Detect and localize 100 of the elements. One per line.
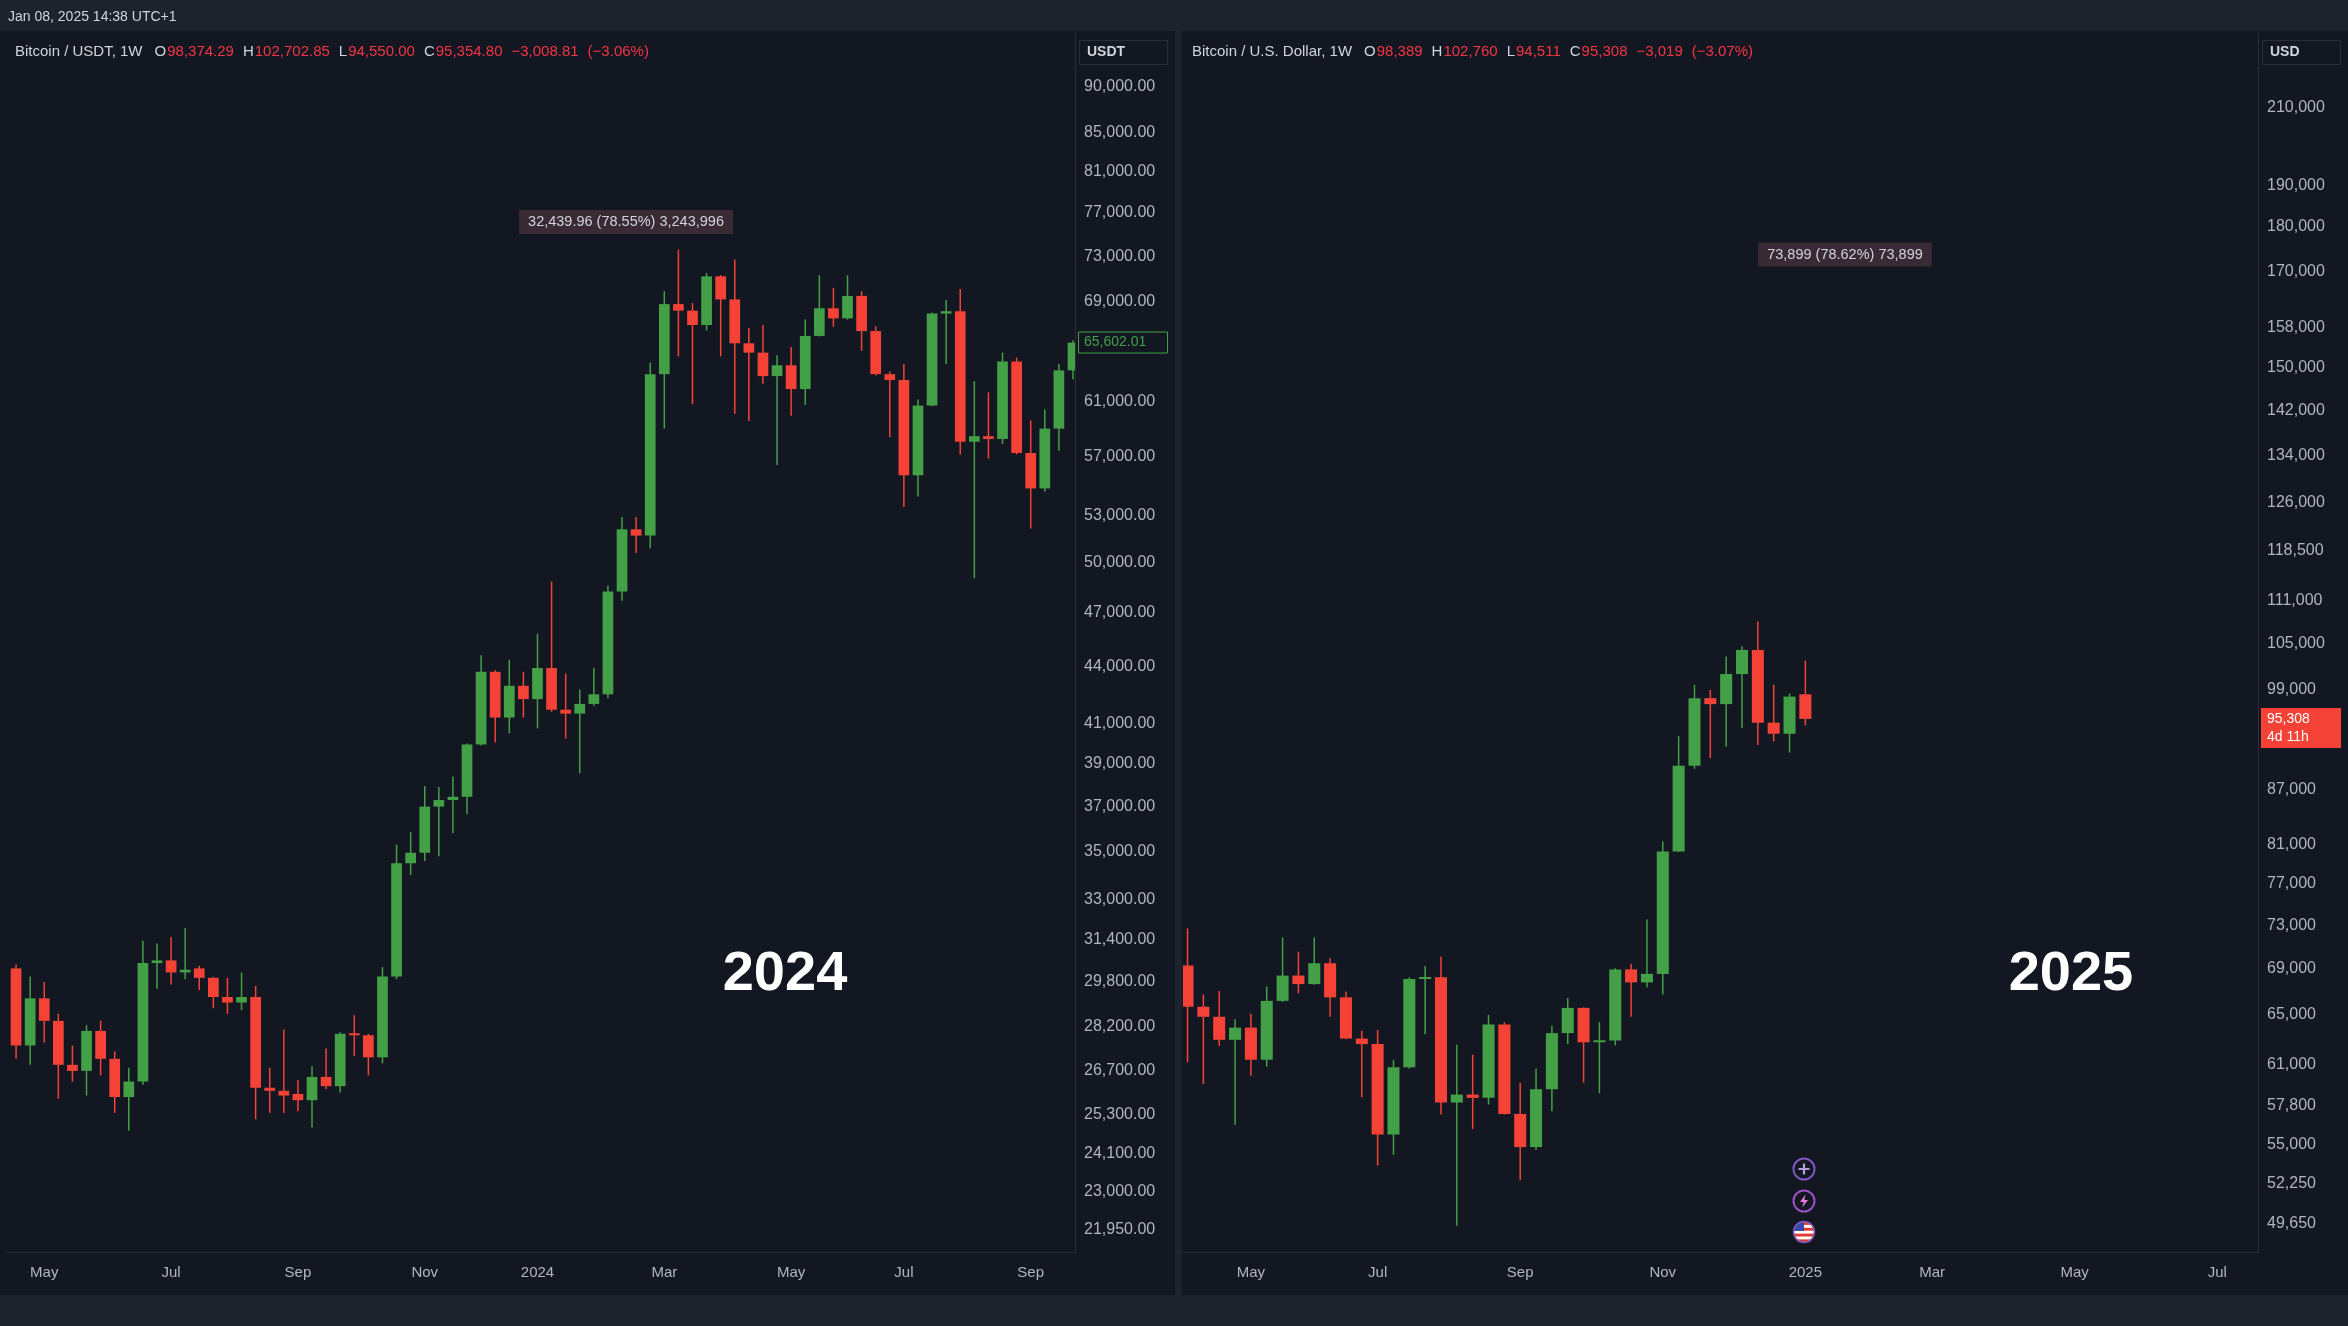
candlestick bbox=[1229, 1018, 1242, 1126]
y-tick-label: 142,000 bbox=[2267, 400, 2325, 418]
candlestick bbox=[236, 971, 247, 1011]
candlestick bbox=[574, 688, 586, 775]
annotation: 73,899 (78.62%) 73,899 bbox=[1767, 245, 1923, 262]
y-tick-label: 47,000.00 bbox=[1084, 603, 1156, 621]
candlestick bbox=[1450, 1043, 1463, 1227]
candlestick bbox=[687, 302, 698, 406]
candlestick bbox=[1308, 936, 1321, 986]
y-tick-label: 26,700.00 bbox=[1084, 1061, 1156, 1079]
candlestick bbox=[518, 671, 529, 719]
y-tick-label: 99,000 bbox=[2267, 679, 2317, 697]
candlestick bbox=[828, 287, 839, 328]
candlestick bbox=[38, 981, 50, 1044]
x-tick-label: Sep bbox=[1017, 1263, 1045, 1281]
y-tick-label: 52,250 bbox=[2267, 1174, 2317, 1192]
y-tick-label: 81,000.00 bbox=[1084, 162, 1156, 180]
candlestick bbox=[67, 1044, 78, 1083]
y-tick-label: 190,000 bbox=[2267, 175, 2325, 193]
x-tick-label: May bbox=[30, 1263, 59, 1281]
y-tick-label: 69,000.00 bbox=[1084, 292, 1156, 310]
y-tick-label: 158,000 bbox=[2267, 318, 2325, 336]
x-tick-label: 2025 bbox=[1788, 1263, 1823, 1281]
y-tick-label: 69,000 bbox=[2267, 959, 2317, 977]
y-tick-label: 85,000.00 bbox=[1084, 123, 1156, 141]
candlestick bbox=[1767, 684, 1780, 743]
y-tick-label: 65,000 bbox=[2267, 1005, 2317, 1023]
x-tick-label: May bbox=[1236, 1263, 1266, 1281]
annotation: 32,439.96 (78.55%) 3,243,996 bbox=[528, 212, 724, 229]
y-tick-label: 61,000.00 bbox=[1084, 392, 1156, 409]
candlestick bbox=[1466, 1053, 1479, 1130]
y-tick-label: 118,500 bbox=[2267, 540, 2324, 558]
candlestick bbox=[940, 299, 952, 365]
text: Bitcoin / U.S. Dollar, 1W bbox=[1192, 42, 1353, 60]
y-tick-label: 180,000 bbox=[2267, 217, 2325, 235]
candlestick bbox=[630, 516, 642, 554]
annotation: 2024 bbox=[722, 939, 848, 1003]
y-tick-label: 29,800.00 bbox=[1084, 972, 1156, 990]
y-tick-label: 35,000.00 bbox=[1084, 842, 1156, 859]
y-tick-label: 23,000.00 bbox=[1084, 1182, 1156, 1200]
candlestick bbox=[1625, 963, 1638, 1018]
candlestick bbox=[560, 672, 572, 740]
candlestick bbox=[743, 327, 755, 422]
candlestick bbox=[193, 964, 205, 991]
x-tick-label: Jul bbox=[894, 1263, 914, 1281]
y-tick-label: 105,000 bbox=[2267, 634, 2325, 652]
text: O98,374.29 H102,702.85 L94,550.00 C95,354.80 −3,008.81 (−3.06%) bbox=[154, 42, 649, 60]
candlestick bbox=[208, 975, 219, 1009]
candlestick bbox=[842, 274, 853, 321]
candlestick bbox=[785, 346, 797, 417]
x-tick-label: Jul bbox=[1368, 1263, 1388, 1281]
y-tick-label: 73,000 bbox=[2267, 915, 2317, 933]
candlestick bbox=[1197, 993, 1210, 1085]
x-tick-label: Nov bbox=[1649, 1263, 1677, 1281]
y-tick-label: 50,000.00 bbox=[1084, 553, 1156, 571]
text: Jan 08, 2025 14:38 UTC+1 bbox=[8, 8, 177, 24]
x-tick-label: Mar bbox=[1919, 1263, 1946, 1281]
text: O98,389 H102,760 L94,511 C95,308 −3,019 (−3.07%) bbox=[1364, 42, 1754, 60]
candlestick bbox=[1593, 1021, 1606, 1094]
candlestick bbox=[1355, 1029, 1368, 1098]
y-tick-label: 126,000 bbox=[2267, 493, 2325, 511]
y-tick-label: 39,000.00 bbox=[1084, 754, 1156, 772]
candlestick bbox=[292, 1079, 304, 1113]
y-axis-title: USD bbox=[2270, 42, 2300, 59]
x-tick-label: Sep bbox=[284, 1263, 312, 1281]
candlestick bbox=[1419, 965, 1432, 1036]
candlestick bbox=[433, 786, 445, 857]
y-tick-label: 73,000.00 bbox=[1084, 246, 1156, 264]
annotation: 2025 bbox=[2008, 939, 2134, 1003]
candlestick bbox=[884, 370, 896, 438]
candlestick bbox=[123, 1067, 135, 1132]
text: 65,602.01 bbox=[1084, 333, 1147, 350]
y-tick-label: 33,000.00 bbox=[1084, 889, 1156, 907]
candlestick bbox=[405, 831, 417, 876]
x-tick-label: Jul bbox=[161, 1263, 181, 1281]
candlestick bbox=[1704, 689, 1717, 759]
candlestick bbox=[320, 1047, 332, 1091]
text: 95,308 4d 11h bbox=[2267, 709, 2311, 744]
y-tick-label: 210,000 bbox=[2267, 98, 2325, 116]
candlestick bbox=[673, 248, 684, 358]
candlestick bbox=[278, 1028, 290, 1114]
candlestick bbox=[264, 1067, 276, 1114]
candlestick bbox=[771, 354, 783, 466]
x-tick-label: 2024 bbox=[520, 1263, 555, 1281]
x-tick-label: Jul bbox=[2207, 1263, 2227, 1281]
candlestick bbox=[348, 1014, 360, 1057]
y-tick-label: 37,000.00 bbox=[1084, 796, 1156, 814]
y-tick-label: 57,800 bbox=[2267, 1096, 2317, 1114]
x-tick-label: Mar bbox=[651, 1263, 678, 1281]
y-tick-label: 134,000 bbox=[2267, 445, 2325, 463]
y-tick-label: 90,000.00 bbox=[1084, 76, 1156, 94]
y-tick-label: 81,000 bbox=[2267, 835, 2317, 853]
y-tick-label: 55,000 bbox=[2267, 1134, 2317, 1152]
y-axis-title: USDT bbox=[1087, 42, 1126, 59]
candlestick bbox=[983, 391, 994, 460]
candlestick bbox=[968, 380, 980, 579]
x-tick-label: Nov bbox=[411, 1263, 439, 1281]
candlestick bbox=[222, 977, 233, 1015]
y-tick-label: 57,000.00 bbox=[1084, 446, 1156, 464]
candlestick bbox=[151, 942, 163, 990]
